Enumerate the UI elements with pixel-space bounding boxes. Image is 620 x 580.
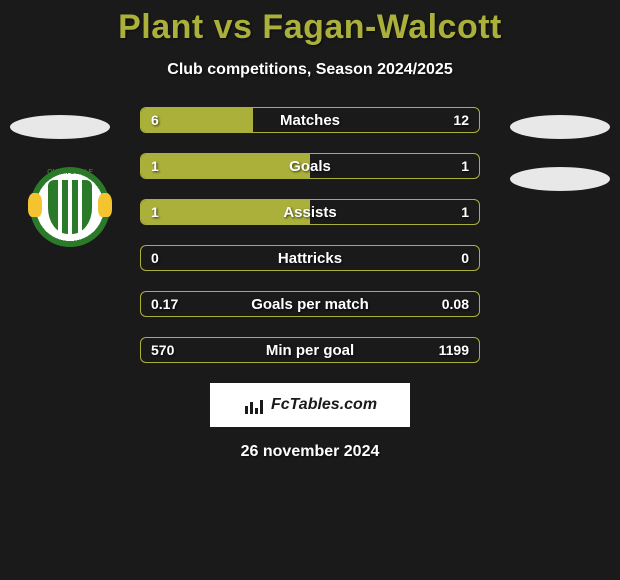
stat-bar: 1Goals1: [140, 153, 480, 179]
crest-top-text: OVIL TOWN F: [30, 169, 110, 176]
crest-lion-left-icon: [28, 193, 42, 217]
player-right-badge-2: [510, 167, 610, 191]
stat-label: Hattricks: [141, 246, 479, 270]
page-title: Plant vs Fagan-Walcott: [0, 0, 620, 47]
stat-bar: 0.17Goals per match0.08: [140, 291, 480, 317]
brand-label: FcTables.com: [271, 396, 377, 414]
stat-bar: 0Hattricks0: [140, 245, 480, 271]
stat-bars: 6Matches121Goals11Assists10Hattricks00.1…: [140, 107, 480, 363]
stat-label: Goals per match: [141, 292, 479, 316]
stat-right-value: 0: [451, 246, 479, 270]
comparison-layout: OVIL TOWN F 6Matches121Goals11Assists10H…: [0, 107, 620, 363]
stat-label: Assists: [141, 200, 479, 224]
club-crest-left: OVIL TOWN F: [30, 167, 110, 247]
crest-lion-right-icon: [98, 193, 112, 217]
stat-right-value: 0.08: [432, 292, 479, 316]
brand-badge: FcTables.com: [210, 383, 410, 427]
stat-right-value: 1: [451, 200, 479, 224]
player-left-badge: [10, 115, 110, 139]
stat-label: Goals: [141, 154, 479, 178]
stat-bar: 1Assists1: [140, 199, 480, 225]
player-right-badge-1: [510, 115, 610, 139]
stat-bar: 570Min per goal1199: [140, 337, 480, 363]
stat-label: Matches: [141, 108, 479, 132]
stat-right-value: 12: [443, 108, 479, 132]
brand-chart-icon: [243, 396, 265, 414]
page-subtitle: Club competitions, Season 2024/2025: [0, 61, 620, 79]
crest-shield-icon: [48, 180, 92, 234]
stat-right-value: 1: [451, 154, 479, 178]
footer-date: 26 november 2024: [0, 443, 620, 461]
stat-bar: 6Matches12: [140, 107, 480, 133]
stat-right-value: 1199: [429, 338, 479, 362]
